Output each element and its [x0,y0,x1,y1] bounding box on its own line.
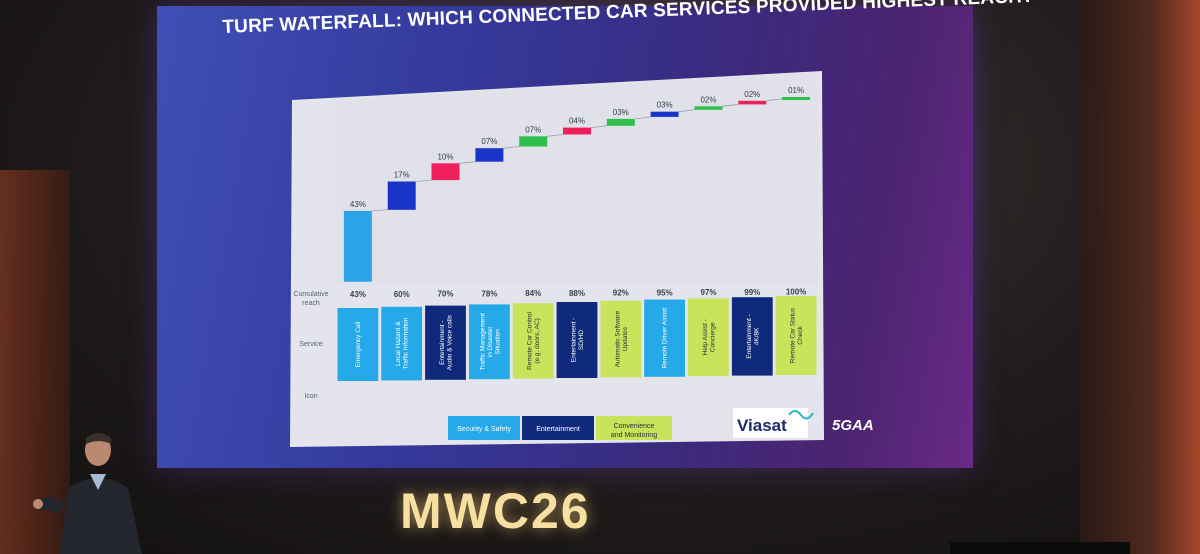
service-cell [469,304,510,380]
service-cell [337,308,379,381]
stage-wall-left [0,170,70,554]
service-label: Remote Car StatusCheck [790,307,805,363]
waterfall-bar [694,106,723,110]
waterfall-bar [343,210,372,282]
cumulative-reach-labels: 43% 60% 70% 78% 84% 88% 92% 95% 97% 99% 100% [350,288,806,300]
service-cell [512,303,554,379]
service-cells: Emergency Call Local Hazard &Traffic Info… [337,296,817,381]
cumulative-reach-value: 84% [525,289,541,298]
service-label: Emergency Call [355,321,362,367]
service-cell [556,302,598,378]
event-brand-logo: MWC26 [400,483,591,539]
waterfall-bar [606,118,635,126]
service-label: Entertainment -SD/HD [571,318,586,362]
bar-value-label: 03% [613,108,629,117]
service-cell [381,306,423,381]
cumulative-reach-value: 95% [657,288,673,297]
service-label: Local Hazard &Traffic Information [395,317,410,369]
cumulative-reach-value: 43% [350,290,366,299]
chart-plot-area [336,72,818,286]
waterfall-connector [766,98,783,102]
waterfall-connector [459,161,476,164]
service-cell [600,300,642,378]
waterfall-bar-labels: 43% 17% 10% 07% 07% 04% 03% 03% 02% 02% 01% [350,86,804,209]
waterfall-connector [371,209,388,212]
bar-value-label: 17% [394,171,410,180]
waterfall-connector [678,109,695,113]
service-label: Traffic Managementin DisasterSituation [479,313,501,371]
viasat-logo-text: Viasat [737,416,787,435]
service-label: Automatic SoftwareUpdates [614,311,629,368]
5gaa-logo: 5GAA [832,417,874,434]
waterfall-bar [387,181,416,210]
bar-value-label: 07% [481,137,497,146]
bar-value-label: 10% [437,152,453,161]
cumulative-reach-value: 97% [700,288,716,297]
bar-value-label: 43% [350,200,366,209]
service-cell [731,297,773,376]
legend-label: Convenience and Monitoring [611,423,657,439]
bar-value-label: 07% [525,125,541,134]
cumulative-reach-value: 100% [786,288,806,297]
waterfall-bar [650,111,679,117]
service-cell [425,305,466,380]
waterfall-bar [475,148,504,162]
cumulative-reach-value: 78% [481,289,497,298]
row-label: Service [299,341,322,348]
waterfall-bar [431,163,460,181]
bar-value-label: 03% [657,101,673,110]
bar-value-label: 02% [700,95,716,104]
service-cell [775,296,817,375]
waterfall-bars [343,97,811,282]
waterfall-connector [547,134,564,137]
stage-wall-right [1080,0,1200,554]
bar-value-label: 01% [788,86,804,95]
5gaa-logo-text: 5GAA [832,417,874,434]
waterfall-connector [415,179,432,182]
cumulative-reach-value: 60% [394,290,410,299]
bar-value-label: 04% [569,117,585,126]
waterfall-bar [563,127,591,135]
waterfall-bar [738,100,767,105]
service-cell [644,299,685,377]
legend: Security & Safety Entertainment Convenienc… [448,416,672,440]
cumulative-reach-value: 99% [744,288,760,297]
waterfall-bar [519,136,548,147]
cumulative-reach-value: 70% [437,290,453,299]
legend-label: Entertainment [536,426,580,433]
waterfall-connector [634,116,651,120]
legend-swatch [522,416,594,440]
row-label: Icon [304,393,317,400]
service-cell [688,298,729,377]
service-label: Help Assist -Concierge [702,319,717,355]
row-label: Cumulative reach [293,291,328,307]
presenter-figure [33,433,142,554]
cumulative-reach-value: 92% [613,289,629,298]
viasat-logo: Viasat [733,408,814,438]
service-label: Entertainment -Audio & Voice calls [439,314,454,370]
row-labels: Cumulative reach Service Icon [293,291,328,400]
waterfall-connector [503,146,520,149]
legend-swatch [596,416,672,440]
service-label: Remote Car Control(e.g. doors, AC) [527,311,542,369]
legend-swatch [448,416,520,440]
cumulative-reach-value: 88% [569,289,585,298]
stage-monitor [950,542,1130,554]
waterfall-connector [590,125,607,128]
bar-value-label: 02% [744,90,760,99]
waterfall-bar [782,97,811,100]
service-label: Entertainment -4K/8K [746,314,761,358]
waterfall-connector [722,103,739,107]
service-label: Remote Driver Assist [662,308,669,369]
legend-label: Security & Safety [457,426,511,433]
